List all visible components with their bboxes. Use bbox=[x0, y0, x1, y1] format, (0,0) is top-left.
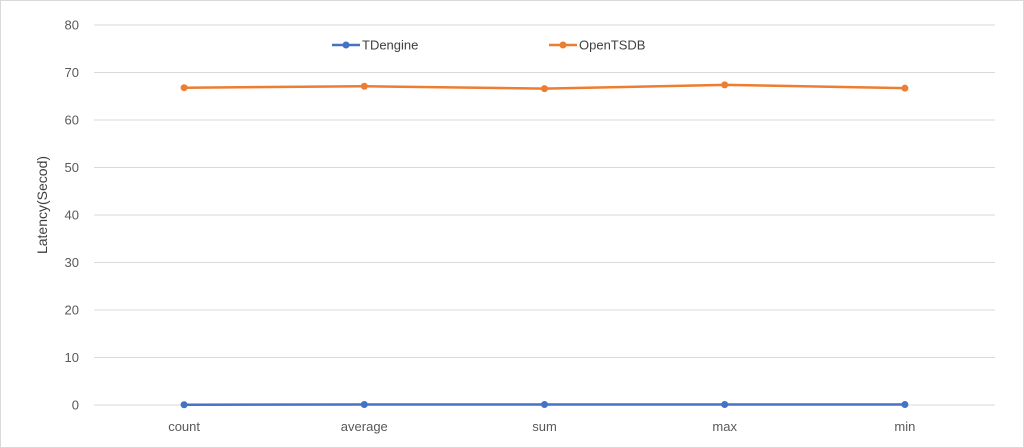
series-group bbox=[180, 81, 909, 409]
legend-marker bbox=[342, 41, 350, 49]
legend-item-opentsdb: OpenTSDB bbox=[549, 38, 645, 53]
data-point bbox=[541, 85, 548, 93]
data-point bbox=[180, 84, 188, 92]
legend-label: TDengine bbox=[362, 38, 418, 53]
data-point bbox=[901, 401, 909, 409]
legend-marker bbox=[559, 41, 567, 49]
x-tick-label: max bbox=[712, 419, 737, 434]
x-axis-ticks: count average sum max min bbox=[168, 419, 915, 434]
data-point bbox=[541, 401, 548, 409]
legend: TDengine OpenTSDB bbox=[332, 38, 645, 53]
gridlines bbox=[94, 24, 995, 406]
x-tick-label: min bbox=[894, 419, 915, 434]
y-tick-label: 50 bbox=[65, 160, 79, 175]
y-axis-ticks: 0 10 20 30 40 50 60 70 80 bbox=[65, 18, 79, 413]
legend-label: OpenTSDB bbox=[579, 38, 645, 53]
y-tick-label: 70 bbox=[65, 65, 79, 80]
data-point bbox=[360, 82, 368, 90]
series-tdengine bbox=[180, 401, 909, 409]
data-point bbox=[721, 401, 729, 409]
y-tick-label: 60 bbox=[65, 113, 79, 128]
legend-item-tdengine: TDengine bbox=[332, 38, 418, 53]
y-axis-title: Latency(Secod) bbox=[34, 156, 50, 254]
y-tick-label: 10 bbox=[65, 350, 79, 365]
y-tick-label: 0 bbox=[72, 398, 79, 413]
y-tick-label: 80 bbox=[65, 18, 79, 33]
data-point bbox=[360, 401, 368, 409]
y-tick-label: 40 bbox=[65, 208, 79, 223]
data-point bbox=[721, 81, 729, 89]
x-tick-label: average bbox=[341, 419, 388, 434]
data-point bbox=[901, 84, 909, 92]
data-point bbox=[180, 401, 188, 409]
y-tick-label: 20 bbox=[65, 303, 79, 318]
x-tick-label: sum bbox=[532, 419, 557, 434]
series-opentsdb bbox=[180, 81, 909, 93]
y-tick-label: 30 bbox=[65, 255, 79, 270]
x-tick-label: count bbox=[168, 419, 200, 434]
